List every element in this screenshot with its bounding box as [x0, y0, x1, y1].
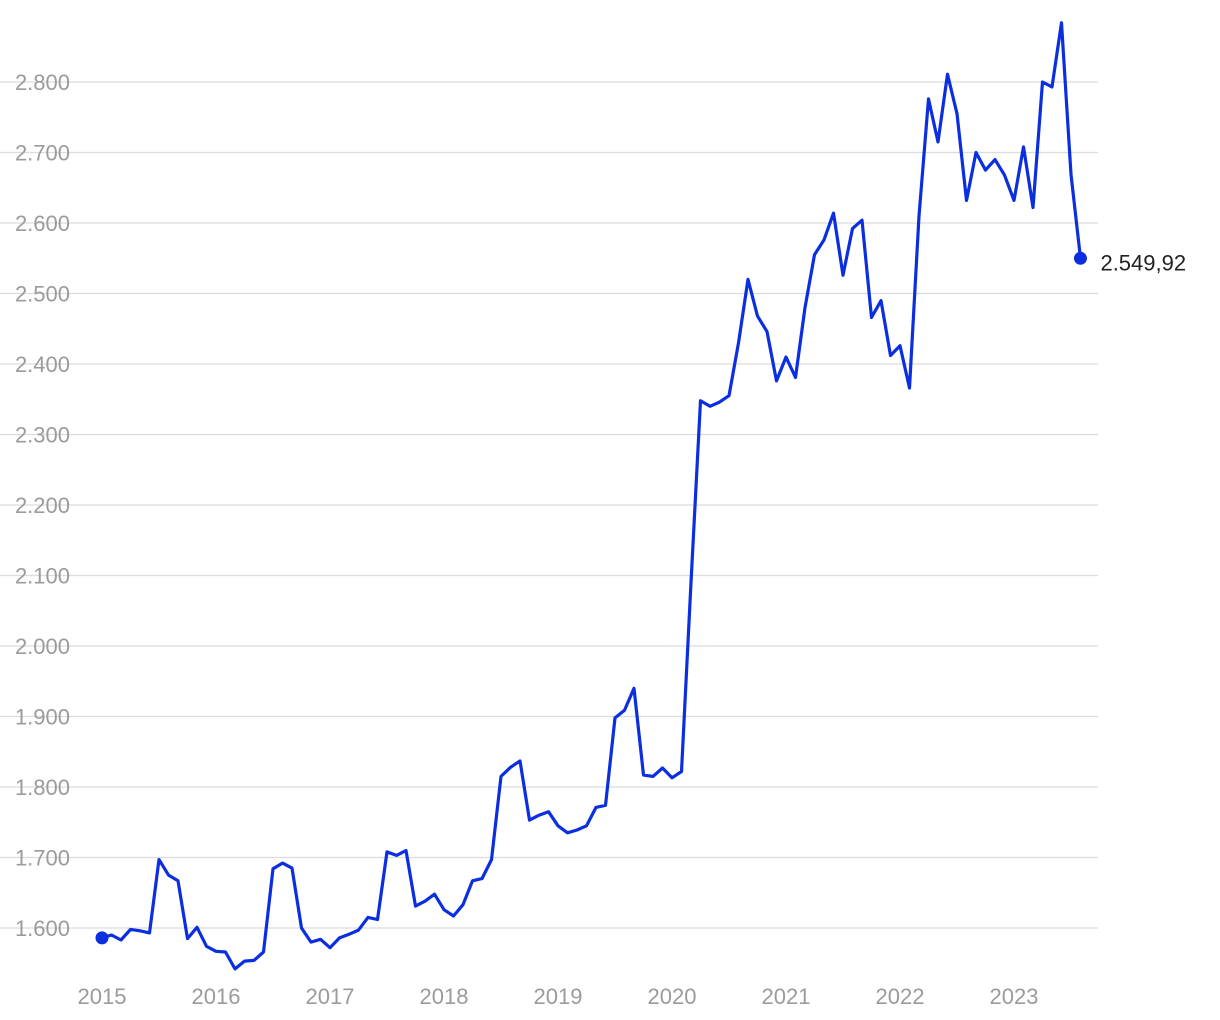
x-tick-label: 2017	[306, 984, 355, 1009]
x-tick-label: 2020	[648, 984, 697, 1009]
y-tick-label: 2.800	[15, 70, 70, 95]
y-tick-label: 2.300	[15, 423, 70, 448]
y-tick-label: 2.500	[15, 282, 70, 307]
x-axis-labels: 2015 2016 2017 2018 2019 2020 2021 2022 2023	[78, 984, 1039, 1009]
series-layer	[100, 21, 1083, 971]
series-line	[100, 21, 1083, 971]
endpoint-markers	[95, 251, 1087, 945]
x-tick-label: 2018	[420, 984, 469, 1009]
x-tick-label: 2021	[762, 984, 811, 1009]
x-tick-label: 2023	[990, 984, 1039, 1009]
x-tick-label: 2016	[192, 984, 241, 1009]
y-axis-labels: 1.600 1.700 1.800 1.900 2.000 2.100 2.200 2.300…	[15, 70, 70, 941]
end-value-label: 2.549,92	[1100, 250, 1186, 275]
x-tick-label: 2015	[78, 984, 127, 1009]
x-tick-label: 2022	[876, 984, 925, 1009]
series-end-point	[1073, 251, 1087, 265]
y-tick-label: 1.800	[15, 775, 70, 800]
y-tick-label: 2.700	[15, 141, 70, 166]
y-tick-label: 2.000	[15, 634, 70, 659]
y-tick-label: 2.100	[15, 564, 70, 589]
x-tick-label: 2019	[534, 984, 583, 1009]
y-tick-label: 1.900	[15, 705, 70, 730]
series-start-point	[95, 931, 109, 945]
annotations: 2.549,92	[1100, 250, 1186, 275]
y-tick-label: 1.700	[15, 846, 70, 871]
y-tick-label: 2.200	[15, 493, 70, 518]
y-tick-label: 2.400	[15, 352, 70, 377]
y-tick-label: 1.600	[15, 916, 70, 941]
gridlines	[0, 81, 1098, 929]
y-tick-label: 2.600	[15, 211, 70, 236]
